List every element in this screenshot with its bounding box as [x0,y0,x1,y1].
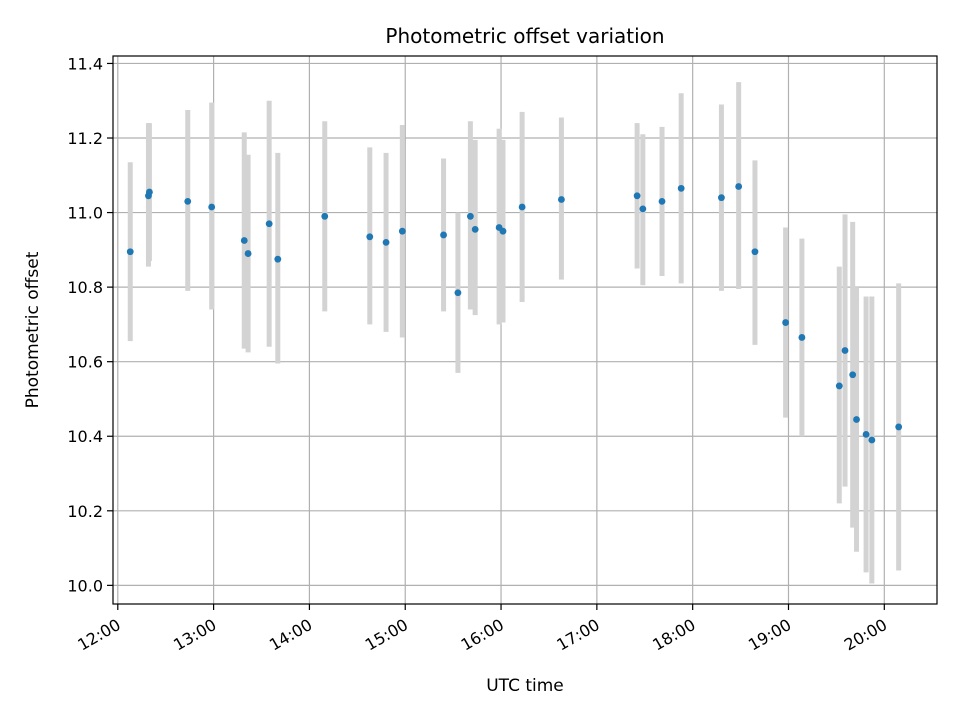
y-tick-label: 10.2 [67,502,103,521]
data-point [366,233,374,241]
y-tick-label: 11.2 [67,129,103,148]
data-point [677,184,685,192]
data-point [868,436,876,444]
data-point [454,289,462,297]
data-point [895,423,903,431]
y-tick-label: 10.4 [67,427,103,446]
y-tick-label: 11.4 [67,54,103,73]
data-point [862,430,870,438]
data-point [835,382,843,390]
data-points [126,183,903,444]
data-point [184,197,192,205]
data-point [321,212,329,220]
data-point [633,192,641,200]
data-point [849,371,857,379]
data-point [639,205,647,213]
chart-title: Photometric offset variation [385,24,664,48]
data-point [782,319,790,326]
data-point [382,238,390,246]
data-point [658,197,666,205]
data-point [126,248,134,256]
data-point [558,196,565,203]
y-tick-label: 10.6 [67,353,103,372]
data-point [841,347,849,354]
data-point [471,225,479,233]
y-axis-label: Photometric offset [23,251,43,408]
data-point [466,212,474,220]
plot-frame [112,55,938,605]
y-axis-ticks: 10.0 10.2 10.4 10.6 10.8 11.0 11.2 11.4 [67,54,113,595]
data-point [853,416,860,423]
data-point [240,237,248,244]
data-point [735,183,743,190]
data-point [244,250,252,257]
data-point [398,227,406,235]
data-point [146,188,153,196]
data-point [518,203,526,211]
data-point [499,227,507,235]
x-axis-label: UTC time [486,676,564,696]
y-tick-label: 10.0 [67,576,103,595]
data-point [751,248,759,256]
data-point [798,334,806,341]
data-point [265,220,273,228]
data-point [274,255,282,263]
data-point [208,203,216,211]
data-point [718,194,725,202]
data-point [440,231,447,239]
y-tick-label: 11.0 [67,204,103,223]
y-tick-label: 10.8 [67,278,103,297]
